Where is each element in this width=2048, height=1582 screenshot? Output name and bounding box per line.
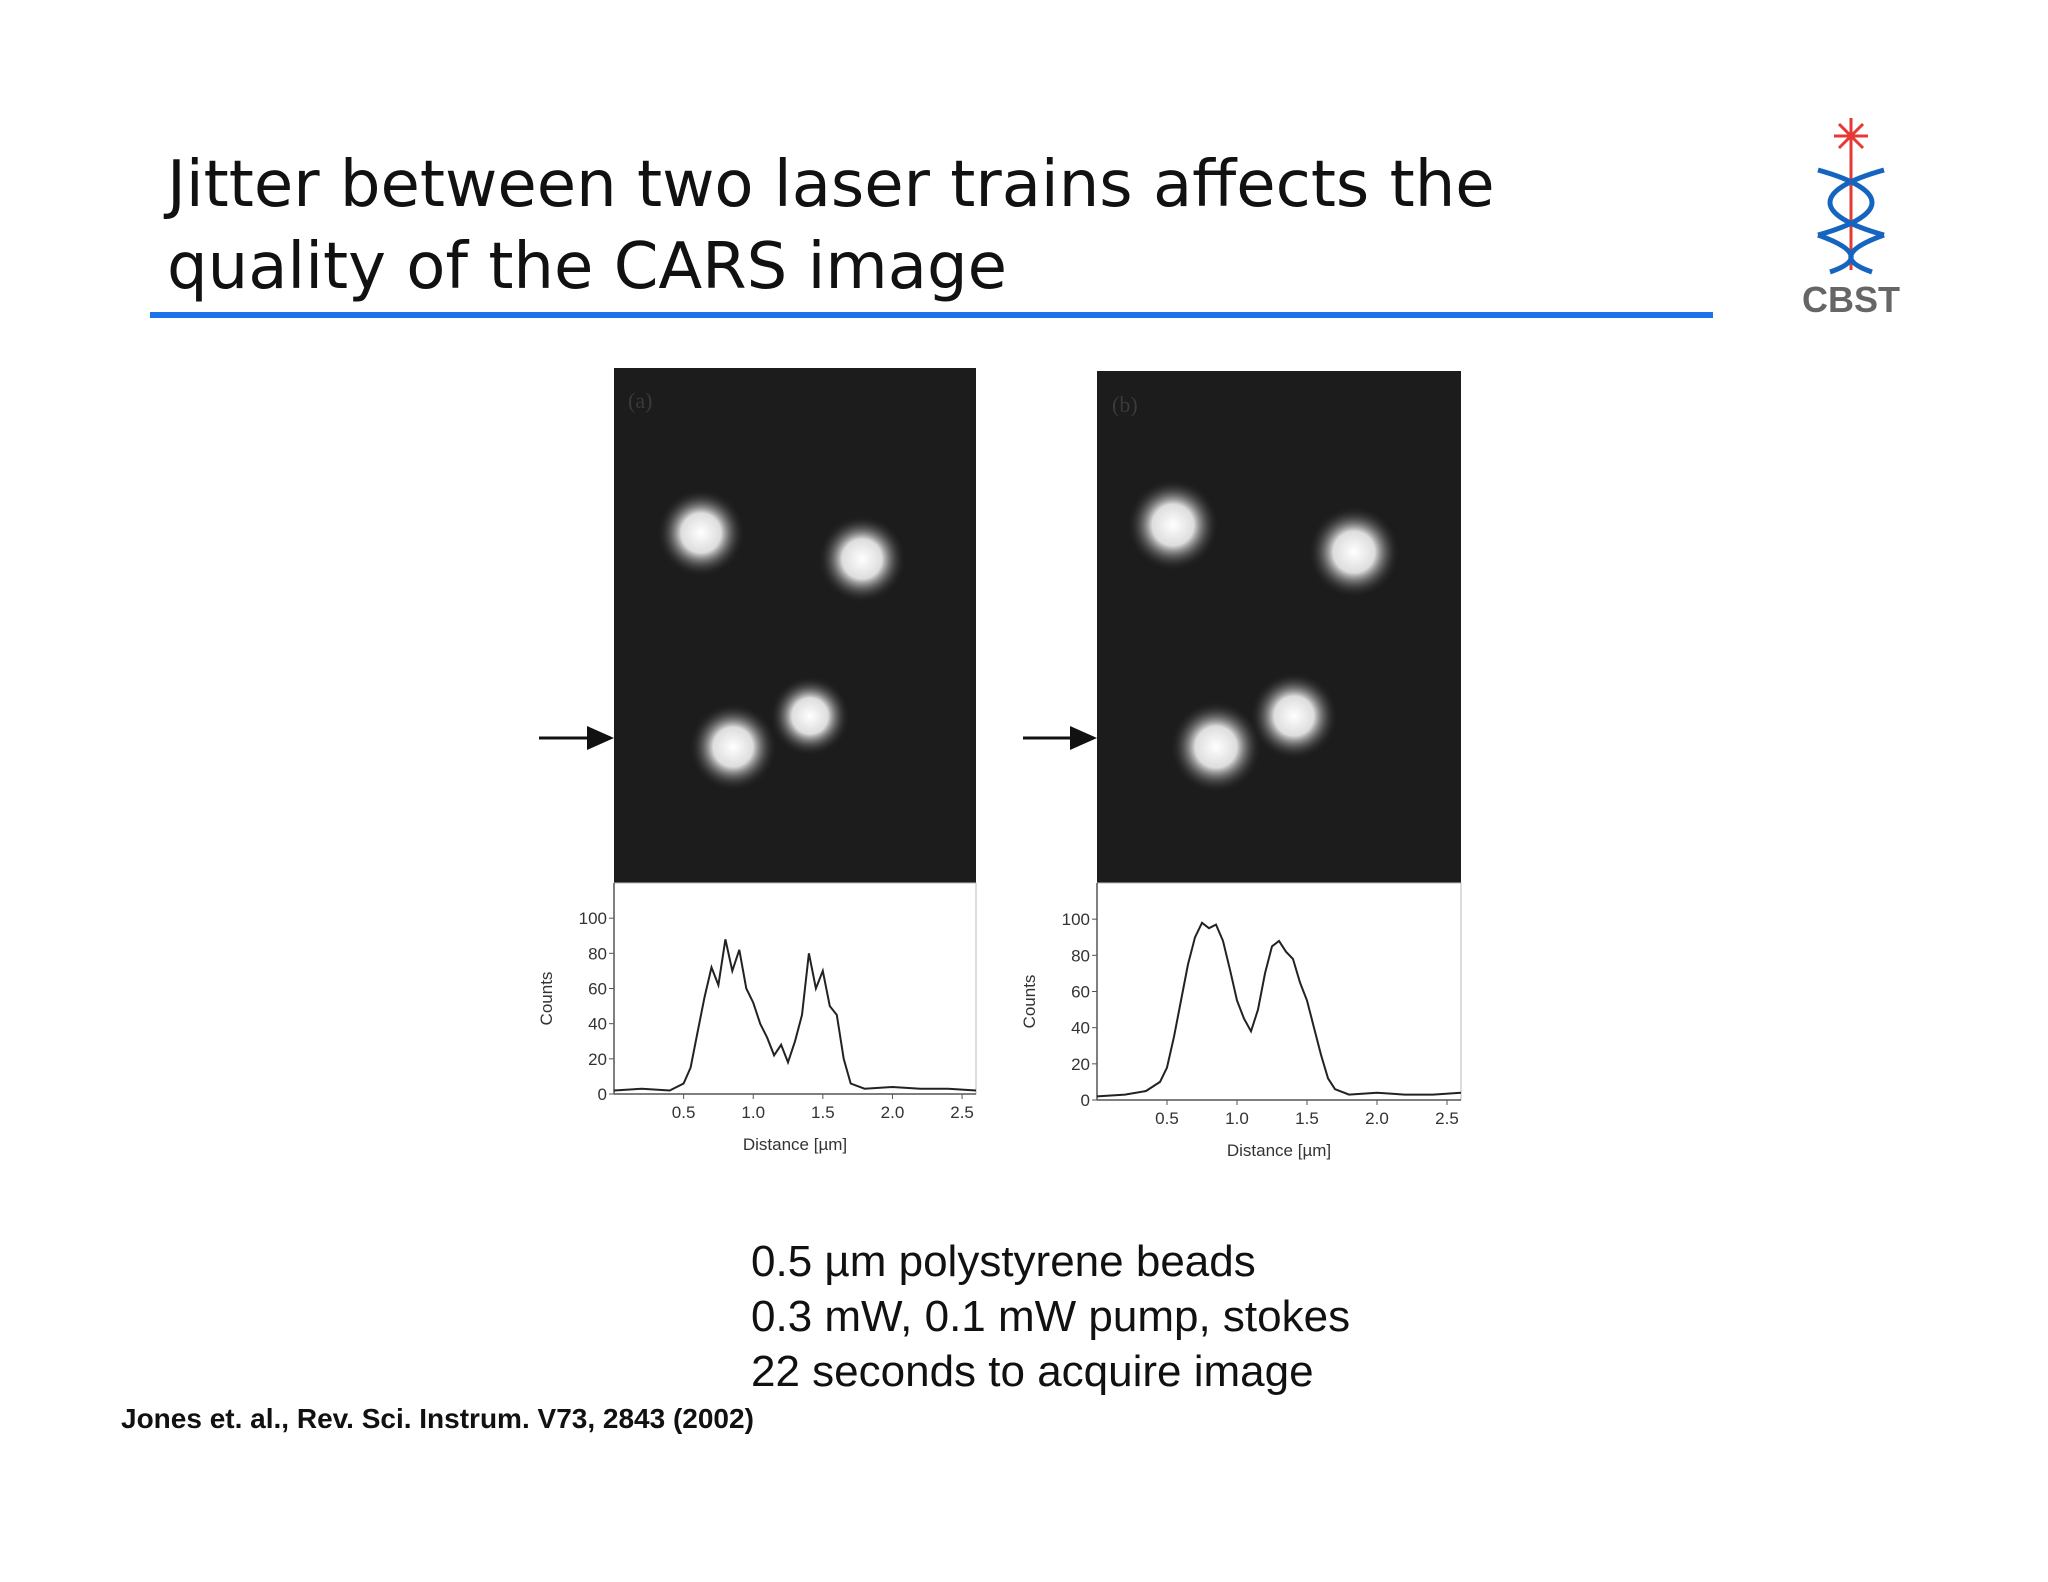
y-axis-label: Counts — [1020, 975, 1039, 1029]
note: 0.5 µm polystyrene beads — [751, 1237, 1256, 1286]
y-tick-label: 80 — [588, 944, 607, 963]
title-line: Jitter between two laser trains affects … — [163, 148, 1495, 222]
y-tick-label: 0 — [1081, 1091, 1090, 1110]
note: 22 seconds to acquire image — [751, 1347, 1314, 1396]
panel-label: (a) — [628, 388, 652, 413]
image-a — [539, 368, 976, 883]
x-tick-label: 2.0 — [1365, 1109, 1389, 1128]
plot-frame — [613, 882, 977, 1095]
title-rule — [150, 312, 1713, 318]
logo: CBST — [1802, 118, 1900, 320]
image-b — [1023, 371, 1461, 883]
y-tick-label: 60 — [1071, 983, 1090, 1002]
y-tick-label: 0 — [598, 1085, 607, 1104]
data-line — [1096, 921, 1462, 1098]
x-axis-label: Distance [µm] — [743, 1135, 847, 1154]
y-tick-label: 100 — [579, 909, 607, 928]
y-tick-label: 20 — [588, 1050, 607, 1069]
x-tick-label: 1.0 — [1225, 1109, 1249, 1128]
x-tick-label: 1.5 — [1295, 1109, 1319, 1128]
x-axis-label: Distance [µm] — [1227, 1141, 1331, 1160]
x-tick-label: 2.5 — [950, 1103, 974, 1122]
plot-frame — [1096, 882, 1462, 1101]
x-tick-label: 1.5 — [811, 1103, 835, 1122]
y-tick-label: 80 — [1071, 946, 1090, 965]
y-tick-label: 20 — [1071, 1055, 1090, 1074]
y-tick-label: 100 — [1062, 910, 1090, 929]
y-tick-label: 40 — [1071, 1019, 1090, 1038]
title-line: quality of the CARS image — [167, 230, 1007, 304]
note: 0.3 mW, 0.1 mW pump, stokes — [751, 1292, 1350, 1341]
y-axis-label: Counts — [537, 972, 556, 1026]
x-tick-label: 0.5 — [672, 1103, 696, 1122]
citation: Jones et. al., Rev. Sci. Instrum. V73, 2… — [121, 1403, 754, 1434]
y-tick-label: 40 — [588, 1015, 607, 1034]
x-tick-label: 0.5 — [1155, 1109, 1179, 1128]
logo-text: CBST — [1802, 279, 1900, 320]
panel-label: (b) — [1112, 392, 1138, 417]
x-tick-label: 2.5 — [1435, 1109, 1459, 1128]
x-tick-label: 1.0 — [741, 1103, 765, 1122]
x-tick-label: 2.0 — [881, 1103, 905, 1122]
y-tick-label: 60 — [588, 980, 607, 999]
data-line — [613, 939, 977, 1092]
